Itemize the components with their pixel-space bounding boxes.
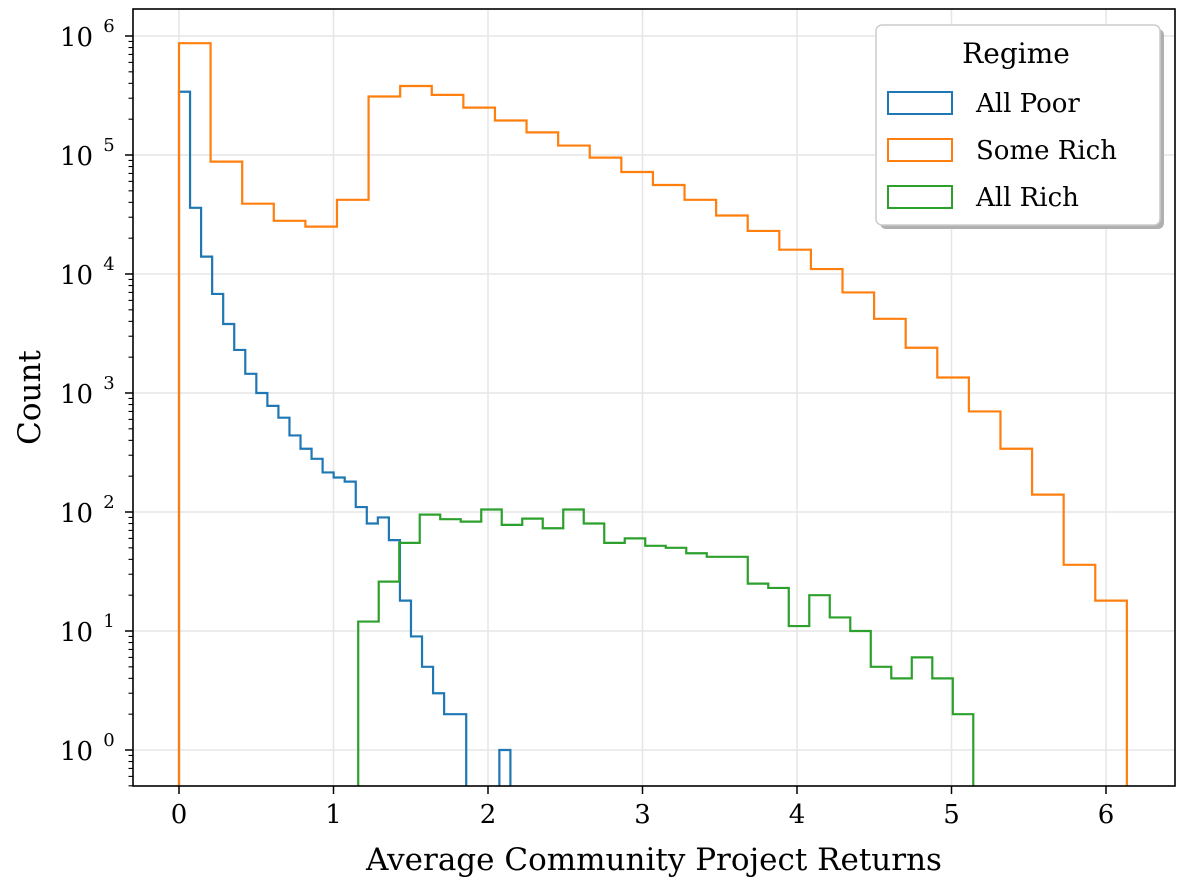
series-all-rich (357, 508, 975, 786)
y-tick-label: 10 (60, 23, 93, 53)
x-tick-label: 5 (943, 800, 960, 830)
legend-entries: All Poor Some Rich All Rich (887, 89, 1117, 213)
legend-label: All Rich (975, 183, 1079, 213)
y-tick-exponent: 3 (103, 373, 114, 394)
y-tick-label: 10 (60, 142, 93, 172)
x-tick-label: 4 (789, 800, 806, 830)
y-tick-label: 10 (60, 499, 93, 529)
legend-entry-some-rich: Some Rich (887, 136, 1117, 166)
legend-entry-all-rich: All Rich (887, 183, 1079, 213)
legend-swatch (887, 138, 953, 162)
legend: Regime All Poor Some Rich All Rich (875, 24, 1164, 229)
x-tick-label: 1 (325, 800, 342, 830)
series-all-poor (177, 90, 512, 786)
y-tick-exponent: 2 (103, 492, 114, 513)
y-tick-label: 10 (60, 261, 93, 291)
x-tick-label: 6 (1098, 800, 1115, 830)
y-tick-label: 10 (60, 737, 93, 767)
x-tick-label: 0 (171, 800, 188, 830)
legend-swatch (887, 91, 953, 115)
legend-box (875, 24, 1161, 226)
legend-label: All Poor (975, 89, 1080, 119)
y-tick-exponent: 4 (103, 254, 114, 275)
series-some-rich (177, 42, 1128, 786)
legend-swatch (887, 185, 953, 209)
step-line-some-rich (177, 42, 1128, 786)
step-line-all-poor (177, 90, 512, 786)
y-tick-exponent: 5 (103, 135, 114, 156)
x-axis: 0 1 2 3 4 5 6 (171, 786, 1115, 830)
series-layer (177, 42, 1128, 786)
legend-label: Some Rich (976, 136, 1117, 166)
y-axis: 10 0 10 1 10 2 10 3 10 4 10 5 10 6 (60, 16, 133, 787)
y-axis-title: Count (12, 350, 48, 445)
x-tick-label: 3 (634, 800, 651, 830)
step-line-all-rich (357, 508, 975, 786)
y-tick-exponent: 0 (103, 730, 114, 751)
legend-entry-all-poor: All Poor (887, 89, 1080, 119)
plot-frame (132, 8, 1176, 787)
x-axis-title: Average Community Project Returns (365, 842, 942, 878)
legend-title: Regime (962, 37, 1070, 70)
y-tick-label: 10 (60, 618, 93, 648)
y-tick-exponent: 1 (103, 611, 114, 632)
y-tick-label: 10 (60, 380, 93, 410)
grid-lines (133, 9, 1175, 786)
y-tick-exponent: 6 (103, 16, 114, 37)
x-tick-label: 2 (480, 800, 497, 830)
